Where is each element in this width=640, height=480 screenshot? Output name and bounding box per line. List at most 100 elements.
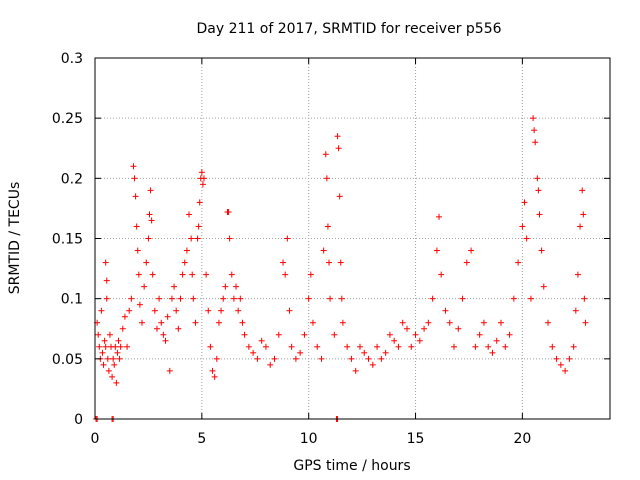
data-point <box>337 259 344 266</box>
data-point <box>112 343 119 350</box>
data-point <box>455 325 462 332</box>
x-tick-label: 15 <box>407 431 425 447</box>
data-point <box>100 361 107 368</box>
data-point <box>173 307 180 314</box>
data-point <box>166 367 173 374</box>
data-point <box>412 331 419 338</box>
data-point <box>156 295 163 302</box>
data-point <box>408 343 415 350</box>
data-point <box>485 343 492 350</box>
data-point <box>101 337 108 344</box>
data-point <box>468 247 475 254</box>
data-point <box>188 235 195 242</box>
data-point <box>145 235 152 242</box>
x-tick-label: 0 <box>91 431 100 447</box>
data-point <box>104 355 111 362</box>
x-axis-label: GPS time / hours <box>293 458 410 474</box>
y-tick-label: 0.05 <box>52 352 83 368</box>
data-point <box>519 223 526 230</box>
axis-ticks <box>94 57 610 420</box>
data-point <box>198 169 205 176</box>
data-point <box>320 247 327 254</box>
data-point <box>98 307 105 314</box>
data-point <box>309 319 316 326</box>
data-point <box>205 307 212 314</box>
data-point <box>271 355 278 362</box>
data-point <box>106 331 113 338</box>
y-tick-labels: 0 0.05 0.1 0.15 0.2 0.25 0.3 <box>52 51 83 428</box>
data-point <box>267 361 274 368</box>
data-point <box>416 337 423 344</box>
data-point <box>288 343 295 350</box>
data-point <box>130 163 137 170</box>
data-point <box>395 343 402 350</box>
data-point <box>186 211 193 218</box>
data-point <box>119 325 126 332</box>
data-point <box>114 349 121 356</box>
data-point <box>553 355 560 362</box>
data-point <box>334 133 341 140</box>
data-point <box>233 283 240 290</box>
data-point <box>226 235 233 242</box>
data-point <box>476 331 483 338</box>
data-point <box>493 337 500 344</box>
data-point <box>200 175 207 182</box>
data-point <box>230 295 237 302</box>
data-point <box>436 213 443 220</box>
data-point <box>540 283 547 290</box>
data-point <box>433 247 440 254</box>
data-point <box>365 355 372 362</box>
data-point <box>133 223 140 230</box>
data-point <box>391 337 398 344</box>
data-point <box>113 379 120 386</box>
data-point <box>115 337 122 344</box>
data-point <box>134 247 141 254</box>
data-point <box>103 295 110 302</box>
data-point <box>335 145 342 152</box>
data-point <box>209 367 216 374</box>
data-point <box>139 319 146 326</box>
data-point <box>301 331 308 338</box>
data-point <box>506 331 513 338</box>
data-point <box>218 307 225 314</box>
data-point <box>211 373 218 380</box>
data-point <box>225 209 232 216</box>
data-point <box>425 319 432 326</box>
data-point <box>378 355 385 362</box>
data-point <box>521 199 528 206</box>
data-point <box>258 337 265 344</box>
data-point <box>237 295 244 302</box>
data-point <box>121 313 128 320</box>
x-tick-label: 5 <box>197 431 206 447</box>
data-point <box>131 175 138 182</box>
data-point <box>581 295 588 302</box>
data-point <box>557 361 564 368</box>
data-point <box>151 307 158 314</box>
x-tick-label: 10 <box>300 431 318 447</box>
y-tick-label: 0.1 <box>61 292 83 308</box>
data-point <box>322 151 329 158</box>
data-point <box>102 343 109 350</box>
data-point <box>175 325 182 332</box>
y-tick-label: 0.25 <box>52 111 83 127</box>
data-point <box>254 355 261 362</box>
data-point <box>336 193 343 200</box>
data-point <box>297 349 304 356</box>
data-point <box>286 307 293 314</box>
data-point <box>527 295 534 302</box>
data-point <box>111 361 118 368</box>
data-point <box>183 247 190 254</box>
data-point <box>305 295 312 302</box>
data-point <box>545 319 552 326</box>
data-point <box>192 319 199 326</box>
data-point <box>190 295 197 302</box>
x-tick-label: 20 <box>513 431 531 447</box>
data-point <box>292 355 299 362</box>
data-point <box>109 373 116 380</box>
x-tick-labels: 0 5 10 15 20 <box>91 431 532 447</box>
data-point <box>534 175 541 182</box>
data-point <box>141 283 148 290</box>
data-point <box>386 331 393 338</box>
data-point <box>147 187 154 194</box>
